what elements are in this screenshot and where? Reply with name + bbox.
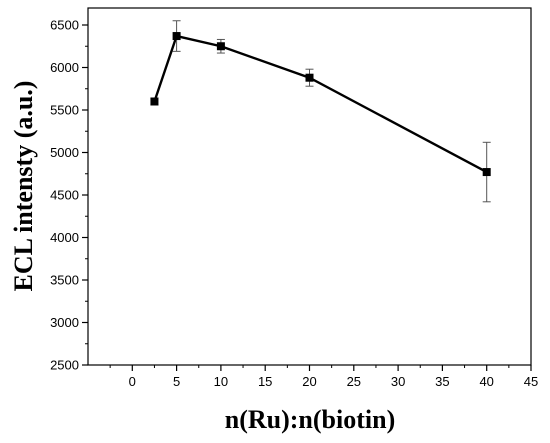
data-series — [150, 20, 491, 203]
x-tick-label: 20 — [302, 374, 316, 389]
x-tick-label: 45 — [524, 374, 538, 389]
data-point — [150, 97, 159, 106]
y-tick-label: 4000 — [50, 230, 79, 245]
x-tick-label: 10 — [214, 374, 228, 389]
x-tick-label: 5 — [173, 374, 180, 389]
y-tick-label: 2500 — [50, 358, 79, 373]
x-tick-label: 25 — [347, 374, 361, 389]
y-tick-label: 5000 — [50, 145, 79, 160]
series-line — [153, 34, 488, 174]
x-tick-label: 30 — [391, 374, 405, 389]
data-point — [172, 32, 181, 41]
data-point — [482, 168, 491, 177]
x-tick-label: 0 — [129, 374, 136, 389]
x-tick-label: 35 — [435, 374, 449, 389]
data-point — [216, 42, 225, 51]
y-tick-label: 5500 — [50, 103, 79, 118]
axes — [87, 7, 532, 366]
y-axis-label: ECL intensty (a.u.) — [9, 81, 38, 292]
x-tick-label: 40 — [479, 374, 493, 389]
x-tick-label: 15 — [258, 374, 272, 389]
x-axis-label: n(Ru):n(biotin) — [225, 405, 395, 434]
y-tick-label: 6000 — [50, 60, 79, 75]
y-tick-label: 4500 — [50, 188, 79, 203]
y-tick-label: 6500 — [50, 18, 79, 33]
x-axis-ticks: 0 5 10 15 20 25 30 35 40 45 — [109, 365, 538, 389]
plot-frame — [87, 7, 532, 366]
y-tick-label: 3000 — [50, 315, 79, 330]
y-axis-ticks: 2500 3000 3500 4000 4500 5000 5500 6000 6500 — [50, 18, 88, 373]
y-tick-label: 3500 — [50, 273, 79, 288]
data-point — [305, 73, 314, 82]
